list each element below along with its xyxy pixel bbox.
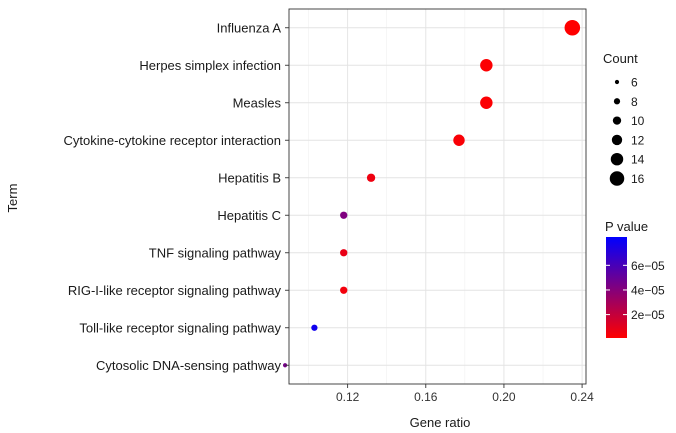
x-tick-label: 0.20 xyxy=(492,390,516,404)
term-label: Herpes simplex infection xyxy=(139,58,281,73)
term-label: Influenza A xyxy=(217,20,282,35)
count-legend-dot xyxy=(609,171,625,186)
term-label: Hepatitis B xyxy=(218,170,281,185)
count-legend-label: 8 xyxy=(631,95,638,109)
colorbar-label: 6e−05 xyxy=(631,259,665,273)
count-legend-dot xyxy=(612,116,622,125)
count-legend-label: 16 xyxy=(631,172,645,186)
count-legend-label: 6 xyxy=(631,76,638,90)
grid-lines xyxy=(289,9,586,384)
term-label: Toll-like receptor signaling pathway xyxy=(79,320,281,335)
term-label: Measles xyxy=(233,95,282,110)
data-point xyxy=(366,173,376,182)
x-axis: 0.12 0.16 0.20 0.24 xyxy=(336,384,594,404)
term-label: RIG-I-like receptor signaling pathway xyxy=(68,283,282,298)
data-point xyxy=(340,211,348,219)
data-point xyxy=(564,19,581,36)
count-legend-label: 12 xyxy=(631,133,645,147)
data-point xyxy=(453,134,465,146)
colorbar-label: 2e−05 xyxy=(631,308,665,322)
p-value-colorbar xyxy=(606,237,627,338)
term-label: Cytosolic DNA-sensing pathway xyxy=(96,358,281,373)
colorbar-label: 4e−05 xyxy=(631,283,665,297)
panel-border xyxy=(288,8,587,385)
count-legend-label: 14 xyxy=(631,153,645,167)
p-value-legend: P value 2e−05 4e−05 6e−05 xyxy=(605,219,665,338)
plot-panel xyxy=(289,9,586,384)
count-legend-dot xyxy=(614,79,620,85)
count-legend-dot xyxy=(611,134,623,146)
data-point xyxy=(311,324,318,331)
data-point xyxy=(480,59,493,72)
data-point xyxy=(340,249,348,257)
term-label: TNF signaling pathway xyxy=(149,245,282,260)
term-label: Hepatitis C xyxy=(217,208,281,223)
data-point xyxy=(340,286,348,294)
count-legend-dot xyxy=(613,98,621,105)
data-points xyxy=(282,19,581,368)
count-legend-label: 10 xyxy=(631,114,645,128)
count-legend-dot xyxy=(610,152,624,166)
x-tick-label: 0.24 xyxy=(570,390,594,404)
x-axis-title: Gene ratio xyxy=(410,415,471,430)
y-axis-title: Term xyxy=(5,184,20,213)
p-value-legend-title: P value xyxy=(605,219,648,234)
y-axis: Influenza A Herpes simplex infection Measl… xyxy=(64,20,289,373)
count-legend-title: Count xyxy=(603,51,638,66)
term-label: Cytokine-cytokine receptor interaction xyxy=(64,133,282,148)
count-legend: Count 6 8 10 12 14 16 xyxy=(603,51,645,186)
x-tick-label: 0.12 xyxy=(336,390,360,404)
x-tick-label: 0.16 xyxy=(414,390,438,404)
data-point xyxy=(480,96,493,109)
